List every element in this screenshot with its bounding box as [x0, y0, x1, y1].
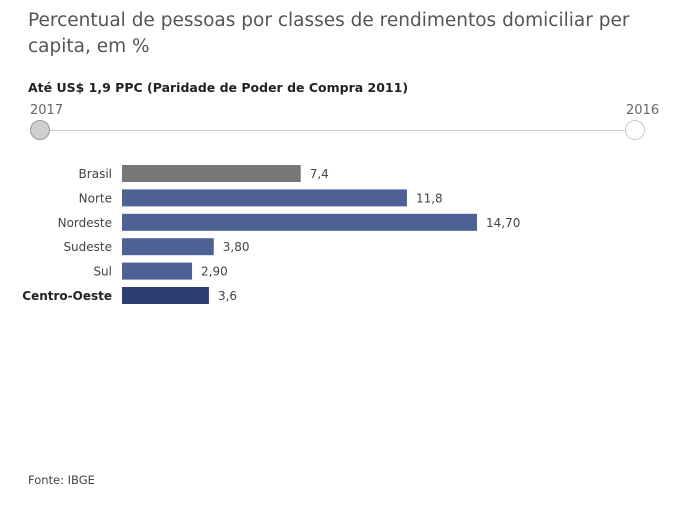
bar-sudeste[interactable] [122, 238, 214, 256]
category-label: Sul [93, 265, 112, 279]
category-label: Brasil [79, 167, 112, 181]
value-label: 14,70 [486, 216, 520, 230]
bar-nordeste[interactable] [122, 213, 478, 231]
category-label: Nordeste [58, 216, 112, 230]
category-label: Centro-Oeste [22, 289, 112, 303]
bar-sul[interactable] [122, 262, 193, 280]
bar-centro-oeste[interactable] [122, 287, 209, 304]
bar-norte[interactable] [122, 189, 407, 207]
timeline-knob-unselected[interactable] [625, 120, 645, 140]
timeline-track[interactable] [41, 130, 635, 131]
chart-subtitle: Até US$ 1,9 PPC (Paridade de Poder de Co… [28, 80, 409, 95]
timeline-end-label[interactable]: 2016 [626, 103, 660, 118]
value-label: 3,80 [223, 240, 250, 254]
category-label: Norte [79, 191, 112, 205]
source-note: Fonte: IBGE [28, 473, 95, 487]
value-label: 2,90 [201, 265, 228, 279]
timeline-start-label[interactable]: 2017 [30, 103, 64, 118]
timeline-knob-selected[interactable] [30, 120, 50, 140]
value-label: 3,6 [218, 289, 237, 303]
value-label: 7,4 [310, 167, 329, 181]
category-label: Sudeste [63, 240, 112, 254]
chart-title: Percentual de pessoas por classes de ren… [28, 10, 630, 57]
value-label: 11,8 [416, 191, 443, 205]
bar-chart: Brasil 7,4 Norte 11,8 Nordeste 14,70 Sudeste 3,… [22, 165, 520, 304]
year-timeline-slider[interactable]: 2017 2016 [0, 100, 684, 150]
bar-brasil[interactable] [122, 165, 301, 182]
